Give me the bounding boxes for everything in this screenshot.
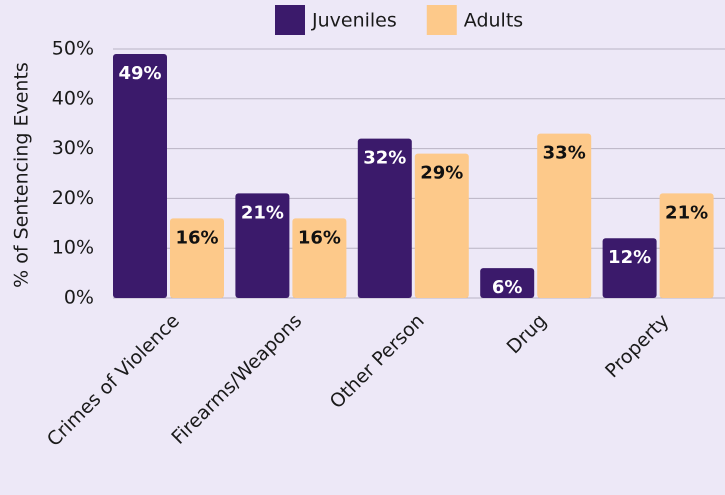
y-tick-label: 10% xyxy=(52,237,94,259)
bar xyxy=(414,153,469,298)
bar xyxy=(113,53,167,299)
value-label: 6% xyxy=(492,277,523,298)
value-label: 12% xyxy=(608,247,651,268)
bar xyxy=(235,193,290,298)
y-tick-label: 30% xyxy=(52,137,94,159)
legend-label: Adults xyxy=(464,10,523,32)
bar xyxy=(537,133,592,298)
value-label: 33% xyxy=(543,143,586,164)
legend-label: Juveniles xyxy=(311,10,397,32)
x-tick-label: Firearms/Weapons xyxy=(167,310,306,449)
y-tick-label: 40% xyxy=(52,87,94,109)
y-tick-label: 20% xyxy=(52,187,94,209)
value-label: 16% xyxy=(298,227,341,248)
x-tick-label: Crimes of Violence xyxy=(43,310,184,451)
y-tick-label: 0% xyxy=(64,287,94,309)
y-axis-label: % of Sentencing Events xyxy=(11,62,33,288)
legend-swatch xyxy=(275,5,305,35)
value-label: 21% xyxy=(665,202,708,223)
value-label: 32% xyxy=(363,148,406,169)
bar xyxy=(602,238,657,298)
value-label: 16% xyxy=(175,227,218,248)
y-tick-label: 50% xyxy=(52,38,94,60)
value-label: 29% xyxy=(420,163,463,184)
bar xyxy=(170,218,224,298)
bar xyxy=(659,193,714,298)
x-tick-label: Drug xyxy=(503,310,551,358)
value-label: 21% xyxy=(241,202,284,223)
bar xyxy=(480,268,535,298)
x-tick-label: Property xyxy=(601,310,673,382)
legend-swatch xyxy=(426,5,457,35)
value-label: 49% xyxy=(118,63,161,84)
bar xyxy=(357,138,412,298)
bar xyxy=(292,218,347,298)
x-tick-label: Other Person xyxy=(326,310,429,413)
